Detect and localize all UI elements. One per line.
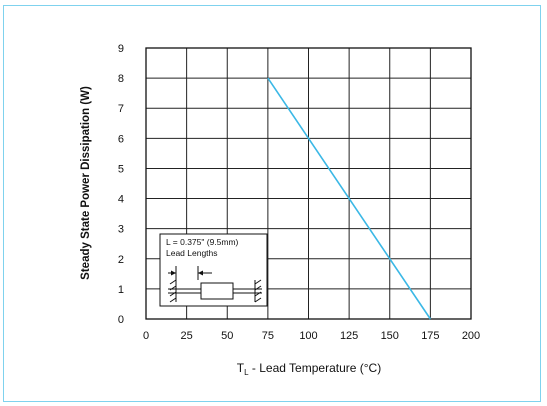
y-axis-title: Steady State Power Dissipation (W)	[80, 86, 92, 280]
y-tick-label: 2	[118, 254, 124, 266]
x-axis-title-subscript: L	[244, 368, 249, 377]
x-tick-label: 75	[262, 330, 274, 342]
inset-label-length: L = 0.375" (9.5mm)	[166, 237, 239, 247]
x-axis-title-prefix: T	[237, 361, 245, 375]
y-tick-label: 0	[118, 314, 124, 326]
x-tick-label: 25	[181, 330, 193, 342]
figure-frame	[3, 5, 541, 402]
x-tick-label: 150	[381, 330, 399, 342]
y-tick-label: 5	[118, 163, 124, 175]
y-tick-label: 1	[118, 284, 124, 296]
x-tick-label: 0	[143, 330, 149, 342]
x-tick-label: 50	[221, 330, 233, 342]
y-tick-labels: 0 1 2 3 4 5 6 7 8 9	[118, 43, 124, 326]
y-tick-label: 7	[118, 103, 124, 115]
right-clamp	[254, 279, 262, 303]
lead-length-inset: L = 0.375" (9.5mm) Lead Lengths	[159, 233, 268, 307]
arrow-right-icon	[171, 270, 176, 276]
left-clamp	[169, 279, 177, 303]
y-tick-label: 9	[118, 43, 124, 55]
x-tick-label: 125	[340, 330, 358, 342]
x-tick-label: 100	[299, 330, 317, 342]
plot-border	[145, 47, 472, 320]
y-tick-label: 6	[118, 133, 124, 145]
x-tick-label: 200	[462, 330, 480, 342]
x-axis-title: TL - Lead Temperature (°C)	[237, 361, 381, 377]
y-tick-label: 8	[118, 73, 124, 85]
derating-curve	[267, 77, 432, 320]
x-axis-title-text: - Lead Temperature (°C)	[249, 361, 382, 375]
series-layer	[267, 77, 432, 320]
y-tick-label: 3	[118, 224, 124, 236]
inset-label-leads: Lead Lengths	[166, 248, 218, 258]
y-tick-label: 4	[118, 194, 124, 206]
arrow-left-icon	[198, 270, 203, 276]
component-body	[200, 282, 234, 300]
x-tick-label: 175	[421, 330, 439, 342]
x-tick-labels: 0 25 50 75 100 125 150 175 200	[143, 330, 480, 342]
